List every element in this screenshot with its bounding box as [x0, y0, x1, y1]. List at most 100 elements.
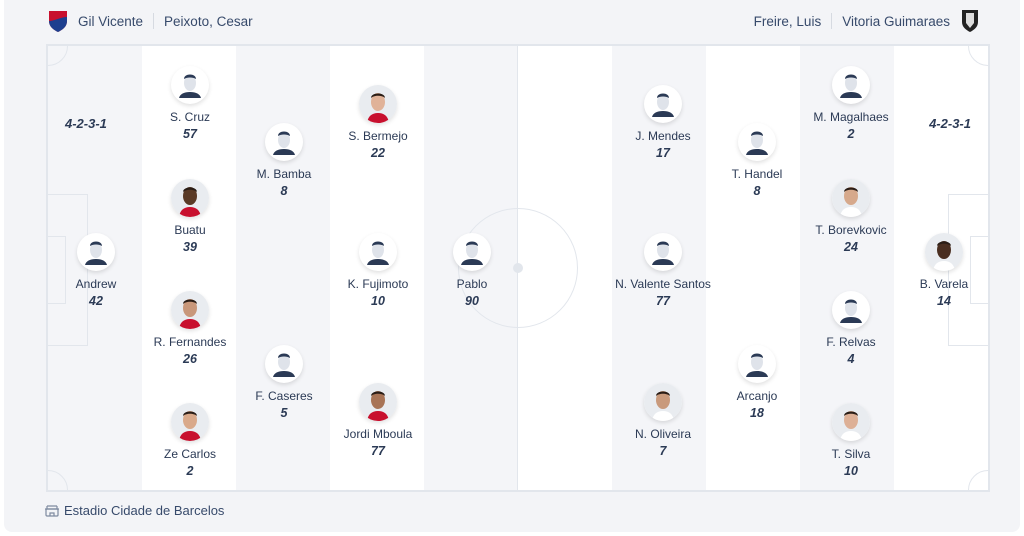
player-number: 8: [280, 184, 288, 198]
player-name: S. Bermejo: [348, 129, 408, 143]
player-number: 5: [280, 406, 288, 420]
player-name: Pablo: [456, 277, 488, 291]
away-player[interactable]: J. Mendes 17: [603, 85, 723, 160]
player-name: M. Bamba: [256, 167, 312, 181]
player-avatar: [359, 233, 397, 271]
pitch: 4-2-3-1 4-2-3-1 Andrew 42 S. Cruz 57 Buatu 39…: [46, 44, 990, 492]
home-player[interactable]: Buatu 39: [130, 179, 250, 254]
home-penalty-box: [48, 194, 88, 346]
player-number: 77: [371, 444, 385, 458]
home-player[interactable]: S. Cruz 57: [130, 66, 250, 141]
player-number: 2: [847, 127, 855, 141]
player-name: Jordi Mboula: [343, 427, 413, 441]
player-avatar: [832, 66, 870, 104]
away-player[interactable]: N. Valente Santos 77: [603, 233, 723, 308]
player-number: 26: [183, 352, 197, 366]
away-player[interactable]: B. Varela 14: [884, 233, 988, 308]
player-name: S. Cruz: [169, 110, 210, 124]
player-avatar: [171, 179, 209, 217]
away-player[interactable]: M. Magalhaes 2: [791, 66, 911, 141]
player-avatar: [738, 123, 776, 161]
divider: [153, 13, 155, 29]
away-coach: Freire, Luis: [753, 13, 822, 29]
home-player[interactable]: F. Caseres 5: [224, 345, 344, 420]
venue-name: Estadio Cidade de Barcelos: [64, 503, 225, 518]
home-goal-box: [48, 236, 66, 304]
home-team-name[interactable]: Gil Vicente: [78, 13, 144, 29]
player-number: 24: [844, 240, 858, 254]
away-player[interactable]: F. Relvas 4: [791, 291, 911, 366]
player-avatar: [359, 85, 397, 123]
pitch-stripe: [236, 46, 330, 490]
player-name: F. Relvas: [826, 335, 876, 349]
player-avatar: [644, 233, 682, 271]
player-number: 90: [465, 294, 479, 308]
player-avatar: [359, 383, 397, 421]
away-player[interactable]: N. Oliveira 7: [603, 383, 723, 458]
player-avatar: [832, 179, 870, 217]
home-player[interactable]: S. Bermejo 22: [318, 85, 438, 160]
player-number: 17: [656, 146, 670, 160]
home-player[interactable]: Andrew 42: [48, 233, 156, 308]
player-name: F. Caseres: [255, 389, 313, 403]
away-player[interactable]: Arcanjo 18: [697, 345, 817, 420]
player-number: 7: [659, 444, 667, 458]
player-name: M. Magalhaes: [813, 110, 889, 124]
player-name: T. Silva: [831, 447, 871, 461]
home-player[interactable]: K. Fujimoto 10: [318, 233, 438, 308]
away-goal-box: [970, 236, 988, 304]
player-number: 10: [844, 464, 858, 478]
player-number: 10: [371, 294, 385, 308]
away-player[interactable]: T. Handel 8: [697, 123, 817, 198]
away-player[interactable]: T. Silva 10: [791, 403, 911, 478]
venue: Estadio Cidade de Barcelos: [44, 503, 224, 518]
player-avatar: [644, 383, 682, 421]
away-player[interactable]: T. Borevkovic 24: [791, 179, 911, 254]
player-number: 14: [937, 294, 951, 308]
player-number: 18: [750, 406, 764, 420]
home-player[interactable]: Ze Carlos 2: [130, 403, 250, 478]
player-number: 8: [753, 184, 761, 198]
corner-arc: [968, 470, 988, 490]
player-avatar: [832, 403, 870, 441]
player-avatar: [265, 345, 303, 383]
player-avatar: [832, 291, 870, 329]
player-name: T. Borevkovic: [815, 223, 887, 237]
home-header: Gil Vicente Peixoto, Cesar: [48, 10, 253, 32]
player-number: 4: [847, 352, 855, 366]
player-avatar: [265, 123, 303, 161]
away-formation: 4-2-3-1: [929, 116, 971, 131]
divider: [831, 13, 833, 29]
player-avatar: [738, 345, 776, 383]
player-number: 2: [186, 464, 194, 478]
player-number: 22: [371, 146, 385, 160]
player-name: K. Fujimoto: [347, 277, 409, 291]
player-avatar: [453, 233, 491, 271]
player-number: 39: [183, 240, 197, 254]
player-name: R. Fernandes: [153, 335, 227, 349]
home-player[interactable]: M. Bamba 8: [224, 123, 344, 198]
center-spot: [513, 263, 523, 273]
gil-vicente-crest-icon: [49, 11, 67, 32]
away-header: Freire, Luis Vitoria Guimaraes: [754, 10, 980, 32]
vitoria-guimaraes-crest-icon: [962, 10, 978, 32]
player-number: 42: [89, 294, 103, 308]
player-name: T. Handel: [731, 167, 783, 181]
away-team-name[interactable]: Vitoria Guimaraes: [842, 13, 950, 29]
player-name: Andrew: [75, 277, 117, 291]
home-player[interactable]: R. Fernandes 26: [130, 291, 250, 366]
home-formation: 4-2-3-1: [65, 116, 107, 131]
player-name: N. Oliveira: [634, 427, 691, 441]
player-avatar: [644, 85, 682, 123]
home-player[interactable]: Pablo 90: [412, 233, 532, 308]
player-name: B. Varela: [919, 277, 969, 291]
player-avatar: [171, 403, 209, 441]
player-avatar: [77, 233, 115, 271]
stadium-icon: [45, 504, 59, 517]
home-coach: Peixoto, Cesar: [164, 13, 253, 29]
home-player[interactable]: Jordi Mboula 77: [318, 383, 438, 458]
player-name: Ze Carlos: [163, 447, 216, 461]
center-circle: [458, 208, 578, 328]
player-avatar: [171, 291, 209, 329]
player-name: Buatu: [174, 223, 206, 237]
